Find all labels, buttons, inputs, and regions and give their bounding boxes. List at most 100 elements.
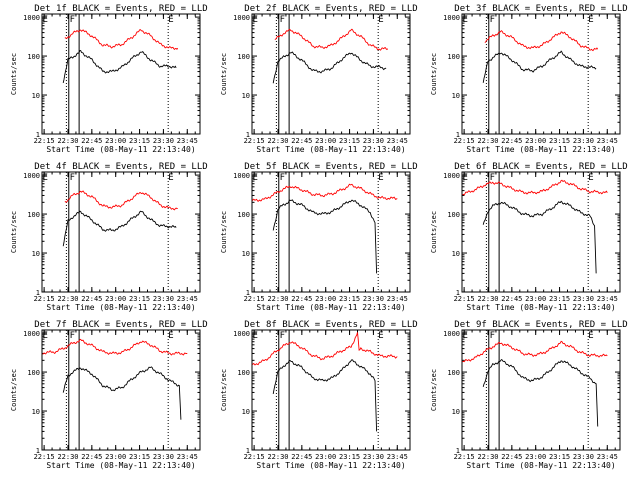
- interval-marker-label: E: [168, 331, 173, 341]
- x-tick-label: 22:45: [81, 295, 102, 303]
- plot-frame: [41, 171, 201, 293]
- y-tick-label: 1000: [443, 172, 460, 180]
- detector-panel: Det 9f BLACK = Events, RED = LLD 1 10 100 10…: [430, 320, 628, 470]
- x-tick-label: 23:00: [315, 137, 336, 145]
- detector-panel: Det 3f BLACK = Events, RED = LLD 1 10 100 10…: [430, 4, 628, 154]
- events-series-line: [62, 50, 177, 84]
- y-tick-label: 100: [447, 53, 460, 61]
- interval-marker-label: E: [253, 173, 258, 183]
- y-tick-label: 100: [27, 211, 40, 219]
- panel-title: Det 6f BLACK = Events, RED = LLD: [454, 162, 627, 172]
- x-tick-label: 23:15: [549, 295, 570, 303]
- y-tick-label: 1000: [233, 330, 250, 338]
- x-tick-label: 23:00: [105, 453, 126, 461]
- x-tick-label: 22:45: [81, 453, 102, 461]
- x-tick-label: 22:15: [454, 295, 475, 303]
- y-tick-label: 1: [36, 447, 40, 455]
- x-tick-label: 23:30: [573, 137, 594, 145]
- y-tick-label: 1000: [23, 14, 40, 22]
- interval-marker-label: F: [70, 173, 75, 183]
- y-axis-label: Counts/sec: [220, 211, 228, 253]
- panel-title: Det 9f BLACK = Events, RED = LLD: [454, 320, 627, 330]
- x-tick-label: 23:30: [153, 137, 174, 145]
- x-tick-label: 23:00: [105, 137, 126, 145]
- x-axis-label: Start Time (08-May-11 22:13:40): [466, 303, 615, 312]
- events-series-line: [482, 200, 597, 274]
- interval-marker-label: F: [280, 331, 285, 341]
- interval-marker-label: E: [43, 15, 48, 25]
- interval-marker-label: E: [378, 331, 383, 341]
- x-tick-label: 23:15: [549, 453, 570, 461]
- x-tick-label: 22:30: [477, 453, 498, 461]
- x-tick-label: 23:00: [315, 453, 336, 461]
- lld-series-line: [462, 179, 608, 196]
- x-tick-label: 23:45: [597, 137, 618, 145]
- x-tick-label: 23:45: [387, 295, 408, 303]
- lld-series-line: [42, 338, 188, 356]
- x-tick-label: 22:30: [477, 137, 498, 145]
- interval-marker-label: E: [463, 173, 468, 183]
- interval-marker-label: E: [43, 173, 48, 183]
- panel-title: Det 4f BLACK = Events, RED = LLD: [34, 162, 207, 172]
- plot-frame: [461, 329, 621, 451]
- detector-panel: Det 2f BLACK = Events, RED = LLD 1 10 100 10…: [220, 4, 418, 154]
- lld-series-line: [64, 190, 178, 211]
- y-tick-label: 10: [32, 92, 40, 100]
- y-tick-label: 1: [456, 289, 460, 297]
- x-tick-label: 22:15: [454, 453, 475, 461]
- events-series-line: [272, 359, 378, 432]
- panel-title: Det 5f BLACK = Events, RED = LLD: [244, 162, 417, 172]
- y-tick-label: 100: [237, 53, 250, 61]
- lld-series-line: [484, 30, 599, 52]
- x-tick-label: 22:15: [244, 295, 265, 303]
- y-tick-label: 1000: [233, 172, 250, 180]
- x-tick-label: 23:00: [525, 453, 546, 461]
- lld-series-line: [252, 183, 398, 203]
- events-series-line: [62, 210, 177, 247]
- y-tick-label: 100: [237, 211, 250, 219]
- events-series-line: [482, 358, 599, 427]
- x-tick-label: 23:15: [549, 137, 570, 145]
- plot-frame: [41, 329, 201, 451]
- y-tick-label: 100: [447, 211, 460, 219]
- x-tick-label: 23:30: [153, 295, 174, 303]
- y-tick-label: 10: [32, 408, 40, 416]
- detector-panel: Det 5f BLACK = Events, RED = LLD 1 10 100 10…: [220, 162, 418, 312]
- x-tick-label: 23:15: [129, 295, 150, 303]
- y-tick-label: 1000: [233, 14, 250, 22]
- y-tick-label: 10: [242, 250, 250, 258]
- x-tick-label: 22:30: [57, 137, 78, 145]
- y-tick-label: 10: [452, 250, 460, 258]
- x-tick-label: 23:00: [525, 295, 546, 303]
- plot-frame: [41, 13, 201, 135]
- panel-title: Det 2f BLACK = Events, RED = LLD: [244, 4, 417, 14]
- y-axis-label: Counts/sec: [10, 211, 18, 253]
- y-axis-label: Counts/sec: [430, 53, 438, 95]
- x-tick-label: 23:00: [315, 295, 336, 303]
- interval-marker-label: E: [588, 15, 593, 25]
- x-tick-label: 22:30: [57, 295, 78, 303]
- y-tick-label: 10: [242, 92, 250, 100]
- x-tick-label: 23:45: [597, 295, 618, 303]
- plot-frame: [251, 329, 411, 451]
- interval-marker-label: F: [70, 331, 75, 341]
- x-axis-label: Start Time (08-May-11 22:13:40): [46, 303, 195, 312]
- y-tick-label: 1: [246, 131, 250, 139]
- y-tick-label: 10: [242, 408, 250, 416]
- interval-marker-label: E: [378, 173, 383, 183]
- panel-title: Det 1f BLACK = Events, RED = LLD: [34, 4, 207, 14]
- y-tick-label: 1: [36, 131, 40, 139]
- y-axis-label: Counts/sec: [10, 369, 18, 411]
- x-axis-label: Start Time (08-May-11 22:13:40): [256, 303, 405, 312]
- x-tick-label: 23:45: [177, 137, 198, 145]
- detector-panel: Det 6f BLACK = Events, RED = LLD 1 10 100 10…: [430, 162, 628, 312]
- x-tick-label: 23:45: [597, 453, 618, 461]
- y-tick-label: 1: [456, 447, 460, 455]
- x-tick-label: 22:15: [454, 137, 475, 145]
- y-tick-label: 100: [447, 369, 460, 377]
- events-series-line: [272, 199, 378, 274]
- x-tick-label: 22:15: [34, 137, 55, 145]
- lld-series-line: [274, 28, 389, 51]
- y-axis-label: Counts/sec: [220, 53, 228, 95]
- x-tick-label: 23:30: [363, 453, 384, 461]
